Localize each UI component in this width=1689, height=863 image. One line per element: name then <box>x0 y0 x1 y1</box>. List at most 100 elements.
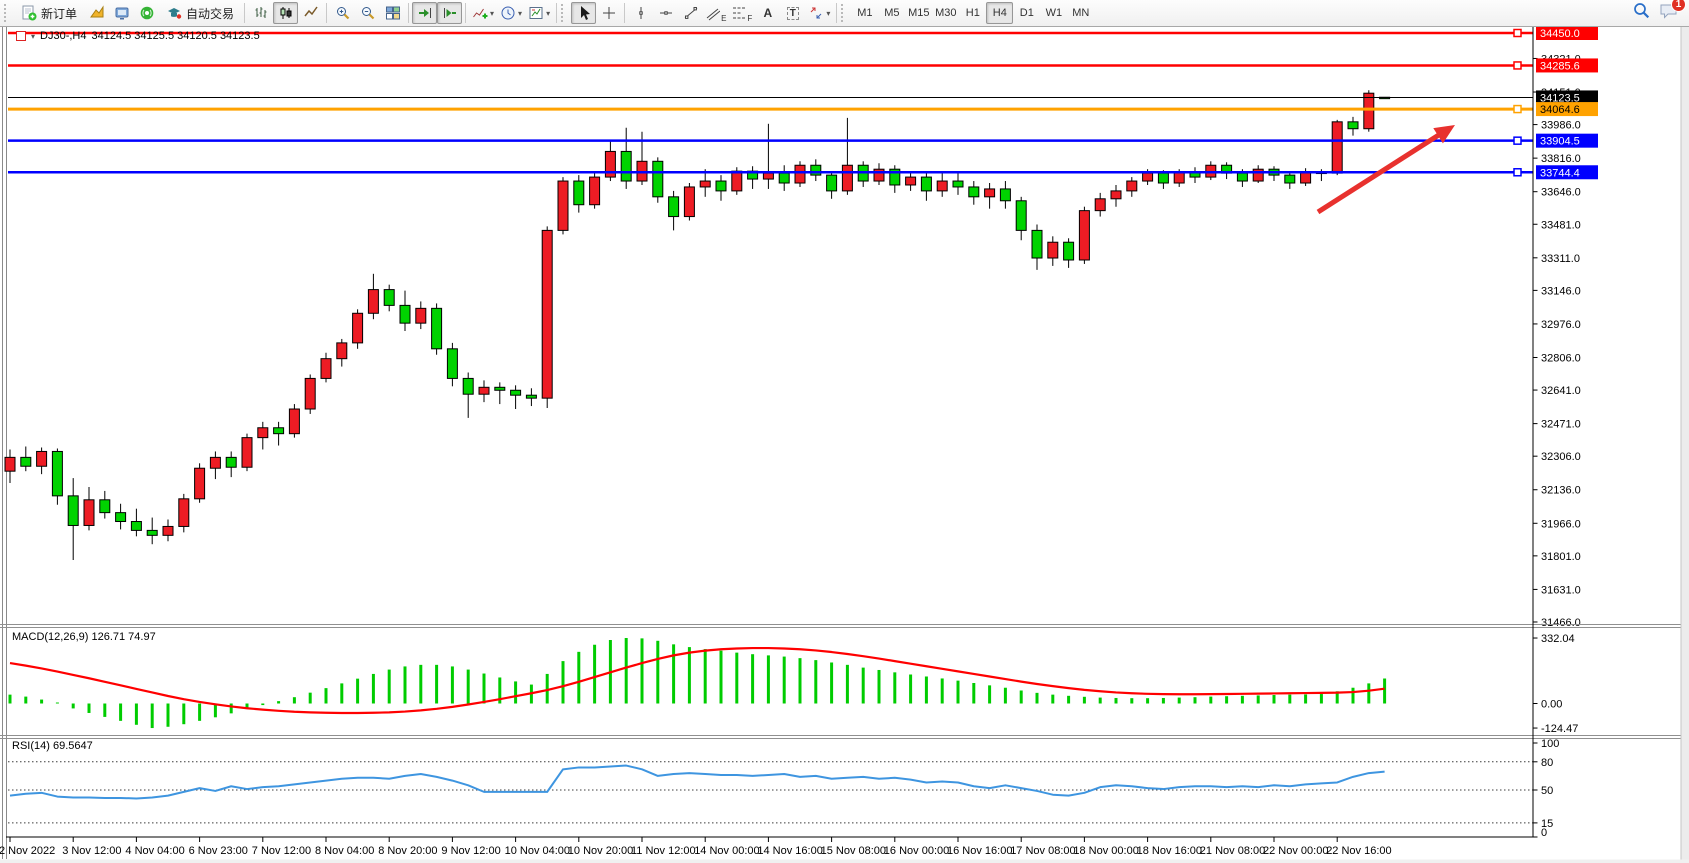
svg-text:0.00: 0.00 <box>1541 699 1562 711</box>
auto-scroll-button[interactable] <box>412 2 438 24</box>
cursor-tool-button[interactable] <box>571 2 597 24</box>
new-order-icon <box>21 5 37 21</box>
svg-text:33986.0: 33986.0 <box>1541 120 1581 132</box>
toolbar-separator <box>556 3 558 23</box>
svg-text:15: 15 <box>1541 818 1553 830</box>
svg-text:15 Nov 08:00: 15 Nov 08:00 <box>821 845 886 857</box>
auto-trading-button[interactable]: 自动交易 <box>159 2 241 24</box>
svg-text:8 Nov 20:00: 8 Nov 20:00 <box>378 845 437 857</box>
svg-text:100: 100 <box>1541 738 1559 750</box>
tile-windows-button[interactable] <box>380 2 405 24</box>
toolbar-separator <box>244 3 246 23</box>
svg-text:80: 80 <box>1541 757 1553 769</box>
zoom-in-button[interactable] <box>330 2 355 24</box>
svg-text:34064.6: 34064.6 <box>1540 104 1580 116</box>
timeframe-button-D1[interactable]: D1 <box>1019 7 1034 19</box>
new-order-button[interactable]: 新订单 <box>14 2 84 24</box>
svg-text:10 Nov 04:00: 10 Nov 04:00 <box>505 845 570 857</box>
trendline-icon <box>683 5 699 21</box>
time-axis: 2 Nov 2022 3 Nov 12:00 4 Nov 04:00 6 Nov 23… <box>0 837 1392 857</box>
timeframe-button-M30[interactable]: M30 <box>935 7 957 19</box>
channel-tool-button[interactable]: E <box>703 2 729 24</box>
svg-text:31801.0: 31801.0 <box>1541 551 1581 563</box>
new-order-label: 新订单 <box>41 6 78 21</box>
svg-text:33744.4: 33744.4 <box>1540 167 1580 179</box>
channel-icon <box>706 5 721 21</box>
svg-text:34285.6: 34285.6 <box>1540 60 1580 72</box>
notification-badge: 1 <box>1671 0 1686 12</box>
notifications-button[interactable]: 1 <box>1659 0 1686 25</box>
candlestick-chart-button[interactable] <box>273 2 299 24</box>
toolbar-right-group: 1 <box>1632 0 1689 25</box>
dropdown-caret-icon: ▾ <box>490 8 495 18</box>
svg-text:33904.5: 33904.5 <box>1540 136 1580 148</box>
toolbar-grip <box>841 4 848 22</box>
bar-chart-icon <box>253 5 269 21</box>
timeframe-button-W1[interactable]: W1 <box>1045 7 1063 19</box>
timeframe-button-MN[interactable]: MN <box>1072 7 1090 19</box>
timeframe-button-H1[interactable]: H1 <box>965 7 980 19</box>
indicators-icon <box>472 5 488 21</box>
timeframe-button-M15[interactable]: M15 <box>908 7 930 19</box>
text-tool-button[interactable]: A <box>755 2 780 24</box>
horizontal-line-icon <box>658 5 674 21</box>
vertical-line-tool-button[interactable] <box>628 2 653 24</box>
symbol-icon <box>16 31 26 41</box>
macd-panel: 332.04 0.00 -124.47 <box>8 633 1578 735</box>
toolbar-separator <box>624 3 626 23</box>
trendline-tool-button[interactable] <box>678 2 703 24</box>
market-watch-button[interactable] <box>84 2 109 24</box>
line-chart-button[interactable] <box>298 2 323 24</box>
line-chart-icon <box>303 5 319 21</box>
timeframe-button-M5[interactable]: M5 <box>884 7 900 19</box>
svg-text:33311.0: 33311.0 <box>1541 253 1580 265</box>
trend-arrow-annotation <box>1316 128 1447 215</box>
zoom-out-icon <box>360 5 376 21</box>
text-label-tool-button[interactable]: T <box>780 2 805 24</box>
svg-text:0: 0 <box>1541 827 1547 839</box>
search-button[interactable] <box>1632 1 1651 25</box>
timeframe-button-H4[interactable]: H4 <box>986 2 1014 24</box>
auto-trading-label: 自动交易 <box>186 6 235 21</box>
crosshair-tool-button[interactable] <box>596 2 621 24</box>
chart-shift-button[interactable] <box>437 2 463 24</box>
auto-scroll-icon <box>417 5 433 21</box>
dropdown-caret-icon: ▾ <box>518 8 523 18</box>
tile-windows-icon <box>385 5 401 21</box>
horizontal-line-tool-button[interactable] <box>653 2 678 24</box>
chart-title: ▾ DJ30-,H4 34124.5 34125.5 34120.5 34123… <box>16 30 260 42</box>
svg-text:33146.0: 33146.0 <box>1541 285 1581 297</box>
svg-text:31966.0: 31966.0 <box>1541 518 1581 530</box>
svg-text:14 Nov 16:00: 14 Nov 16:00 <box>757 845 822 857</box>
arrows-tool-button[interactable]: ▾ <box>805 2 833 24</box>
svg-text:32806.0: 32806.0 <box>1541 352 1581 364</box>
rsi-panel: 100 80 50 150 <box>8 738 1559 839</box>
svg-text:34123.5: 34123.5 <box>1540 92 1580 104</box>
zoom-out-button[interactable] <box>355 2 380 24</box>
bar-chart-button[interactable] <box>248 2 273 24</box>
svg-text:22 Nov 00:00: 22 Nov 00:00 <box>1263 845 1328 857</box>
templates-button[interactable]: ▾ <box>525 2 553 24</box>
svg-text:16 Nov 00:00: 16 Nov 00:00 <box>884 845 949 857</box>
symbol-dropdown-caret-icon[interactable]: ▾ <box>31 31 36 41</box>
fibonacci-icon <box>732 5 746 21</box>
svg-text:33481.0: 33481.0 <box>1541 219 1581 231</box>
terminal-button[interactable] <box>109 2 134 24</box>
chart-ohlc-readout: 34124.5 34125.5 34120.5 34123.5 <box>91 30 260 42</box>
svg-text:32136.0: 32136.0 <box>1541 485 1581 497</box>
timeframe-button-M1[interactable]: M1 <box>857 7 873 19</box>
vertical-line-icon <box>633 5 649 21</box>
svg-text:31631.0: 31631.0 <box>1541 584 1581 596</box>
periods-button[interactable]: ▾ <box>497 2 525 24</box>
svg-text:2 Nov 2022: 2 Nov 2022 <box>0 845 55 857</box>
fibonacci-tool-button[interactable]: F <box>729 2 755 24</box>
zoom-in-icon <box>335 5 351 21</box>
indicators-button[interactable]: ▾ <box>469 2 497 24</box>
svg-text:32641.0: 32641.0 <box>1541 385 1581 397</box>
timeframe-group: M1 M5 M15 M30 H1 H4 D1 W1 MN <box>851 2 1094 24</box>
svg-text:50: 50 <box>1541 785 1553 797</box>
signals-button[interactable] <box>134 2 159 24</box>
svg-text:-124.47: -124.47 <box>1541 723 1578 735</box>
auto-trading-icon <box>166 5 182 21</box>
